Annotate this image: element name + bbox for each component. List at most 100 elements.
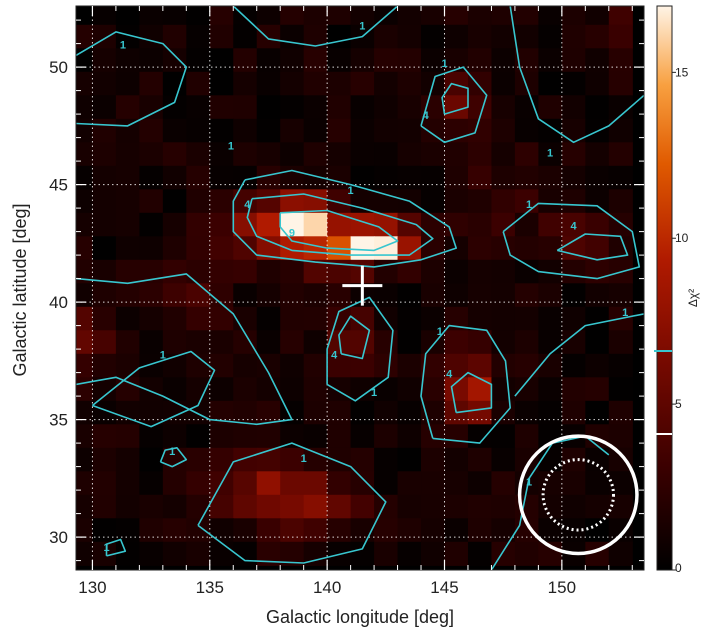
heatmap-cell [256, 259, 281, 284]
heatmap-cell [139, 48, 164, 73]
heatmap-cell [186, 306, 211, 331]
heatmap-cell [585, 71, 610, 96]
heatmap-cell [350, 400, 375, 425]
contour-line [246, 193, 434, 256]
heatmap-cell [585, 518, 610, 543]
y-tick-label: 45 [49, 176, 68, 195]
heatmap-cell [209, 118, 234, 143]
heatmap-cell [256, 24, 281, 49]
contour-line [91, 350, 216, 428]
heatmap-cell [139, 283, 164, 308]
heatmap-cell [280, 377, 305, 402]
heatmap-cell [280, 71, 305, 96]
heatmap-cell [374, 95, 399, 120]
heatmap-cell [467, 189, 493, 214]
heatmap-cell [538, 48, 563, 73]
heatmap-cell [92, 142, 117, 167]
heatmap-cell [209, 71, 234, 96]
heatmap-cell [374, 400, 399, 425]
heatmap-cell [280, 471, 305, 496]
heatmap-cell [303, 494, 328, 519]
heatmap-cell [303, 353, 328, 378]
heatmap-cell [139, 447, 164, 472]
heatmap-cell [162, 353, 187, 378]
heatmap-cell [92, 189, 117, 214]
heatmap-cell [115, 259, 140, 284]
heatmap-cell [538, 189, 563, 214]
heatmap-cell [608, 424, 633, 449]
heatmap-cell [561, 142, 586, 167]
contour-line [420, 324, 511, 444]
heatmap-cell [303, 189, 328, 214]
heatmap-cell [76, 142, 94, 167]
heatmap-cell [491, 400, 516, 425]
heatmap-cell [209, 6, 234, 26]
heatmap-cell [280, 259, 305, 284]
heatmap-cell [561, 259, 586, 284]
heatmap-cell [280, 48, 305, 73]
heatmap-cell [115, 471, 140, 496]
heatmap-cell [514, 259, 539, 284]
heatmap-cell [115, 95, 140, 120]
heatmap-cell [444, 189, 469, 214]
heatmap-cell [280, 424, 305, 449]
heatmap-cell [303, 71, 328, 96]
heatmap-cell [115, 6, 140, 26]
heatmap-cell [491, 6, 516, 26]
heatmap-cell [585, 353, 610, 378]
heatmap-cell [303, 306, 328, 331]
heatmap-cell [514, 95, 539, 120]
heatmap-cell [233, 212, 258, 237]
heatmap-cell [421, 259, 446, 284]
contour-label: 4 [571, 220, 578, 232]
heatmap-cell [162, 494, 187, 519]
heatmap-cell [303, 424, 328, 449]
heatmap-cell [491, 330, 516, 355]
heatmap-cell [397, 259, 422, 284]
heatmap-cell [561, 377, 586, 402]
heatmap-cell [303, 377, 328, 402]
heatmap-cell [585, 48, 610, 73]
heatmap-cell [467, 541, 493, 566]
heatmap-cell [162, 330, 187, 355]
heatmap-cell [421, 400, 446, 425]
heatmap-cell [421, 306, 446, 331]
heatmap-cell [350, 189, 375, 214]
contour-line [502, 202, 641, 280]
heatmap-cell [491, 494, 516, 519]
heatmap-cell [397, 48, 422, 73]
heatmap-cell [92, 48, 117, 73]
heatmap-cell [608, 165, 633, 190]
heatmap-cell [467, 259, 493, 284]
heatmap-cell [233, 494, 258, 519]
heatmap-cell [115, 306, 140, 331]
heatmap-cell [397, 424, 422, 449]
heatmap-cell [397, 541, 422, 566]
heatmap-cell [115, 283, 140, 308]
heatmap-cell [421, 494, 446, 519]
heatmap-cell [327, 447, 352, 472]
heatmap-cell [233, 48, 258, 73]
heatmap-cell [280, 165, 305, 190]
contour-line [76, 273, 293, 426]
heatmap-cell [491, 165, 516, 190]
heatmap-cell [115, 353, 140, 378]
heatmap-cell [256, 283, 281, 308]
colorbar-tick-label: 10 [675, 231, 689, 245]
heatmap-cell [561, 353, 586, 378]
colorbar-tick-label: 5 [675, 397, 682, 411]
contour-label: 1 [526, 199, 532, 211]
heatmap-cell [514, 400, 539, 425]
heatmap-cell [162, 6, 187, 26]
heatmap-cell [374, 306, 399, 331]
heatmap-cell [374, 424, 399, 449]
contour-line [490, 435, 610, 570]
contour-line [105, 538, 127, 557]
heatmap-cell [92, 6, 117, 26]
heatmap-cell [467, 236, 493, 261]
heatmap-cell [350, 6, 375, 26]
heatmap-cell [92, 71, 117, 96]
heatmap-cell [467, 330, 493, 355]
heatmap-cell [514, 541, 539, 566]
x-axis-title: Galactic longitude [deg] [266, 607, 454, 627]
